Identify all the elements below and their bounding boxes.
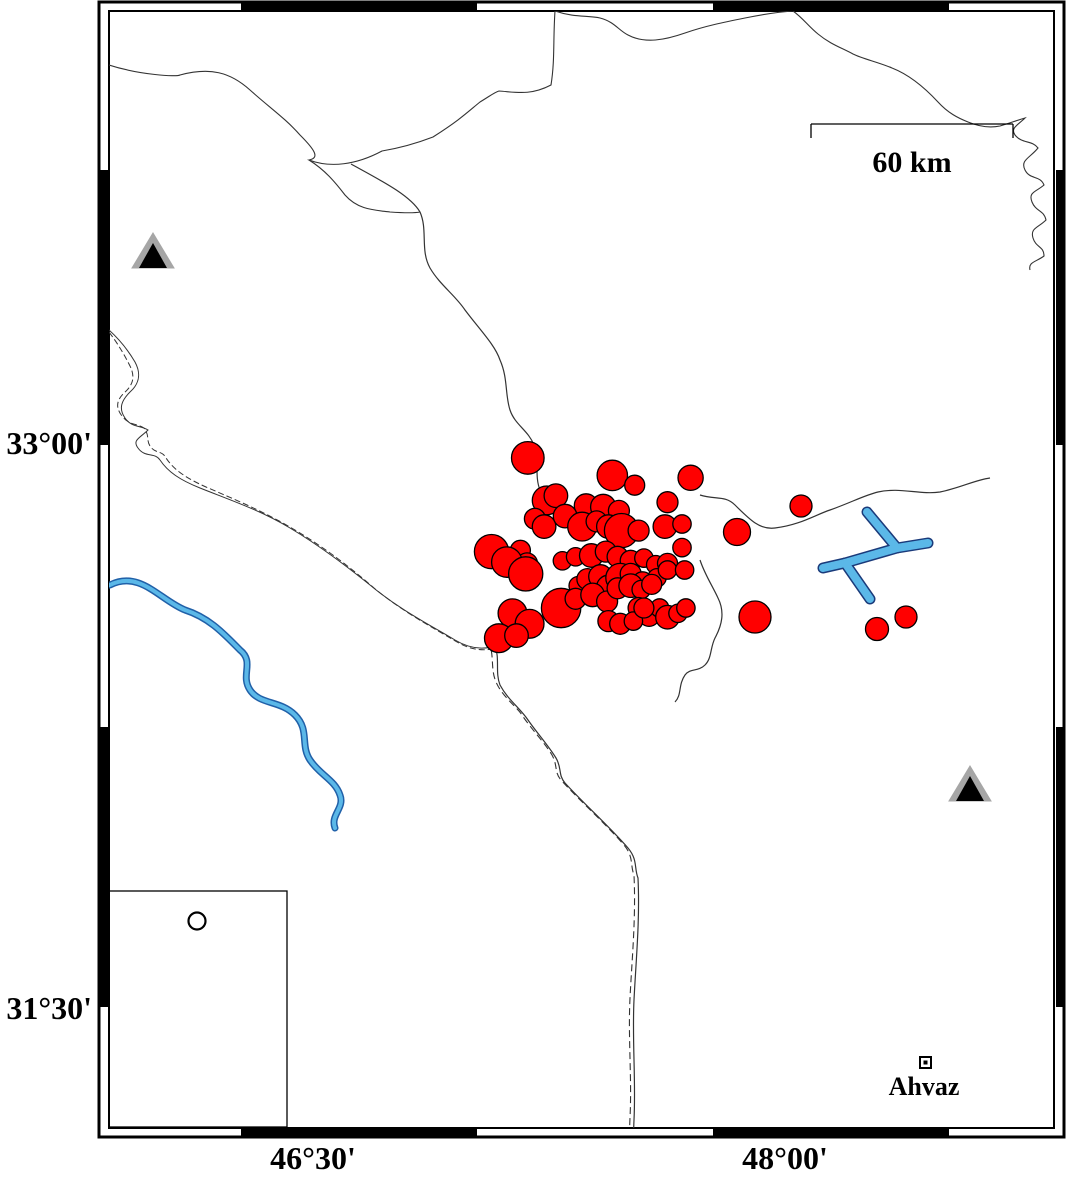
svg-text:46°30': 46°30' — [270, 1140, 356, 1176]
svg-text:31°30': 31°30' — [6, 990, 92, 1026]
svg-text:Ahvaz: Ahvaz — [889, 1072, 960, 1101]
svg-text:33°00': 33°00' — [6, 425, 92, 461]
svg-text:48°00': 48°00' — [742, 1140, 828, 1176]
svg-text:60 km: 60 km — [872, 146, 951, 179]
